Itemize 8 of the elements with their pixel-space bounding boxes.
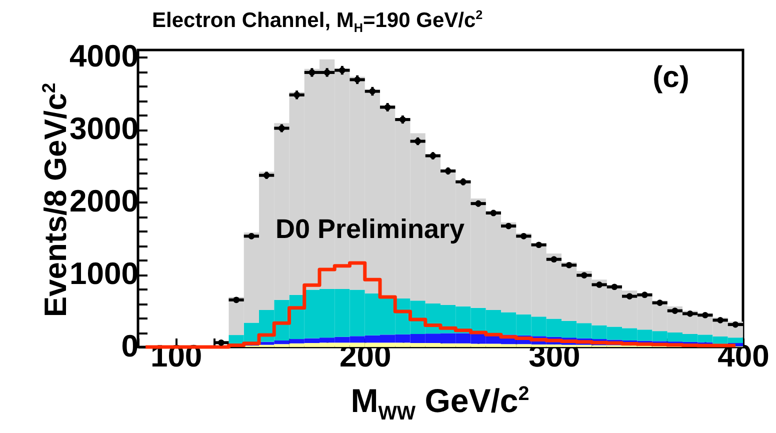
y-tick-label: 3000: [70, 111, 138, 146]
x-axis-title: M$_{WW}$ GeV/c$^{2}$: [350, 382, 530, 426]
annotation: (c): [652, 61, 690, 94]
y-tick-label: 4000: [70, 38, 138, 74]
y-tick-label: 0: [121, 328, 138, 364]
chart-title: Electron Channel, M$_{H}$=190 GeV/c$^{2}$: [152, 8, 483, 36]
y-tick-label: 1000: [70, 256, 138, 292]
annotation: D0 Preliminary: [275, 214, 465, 244]
